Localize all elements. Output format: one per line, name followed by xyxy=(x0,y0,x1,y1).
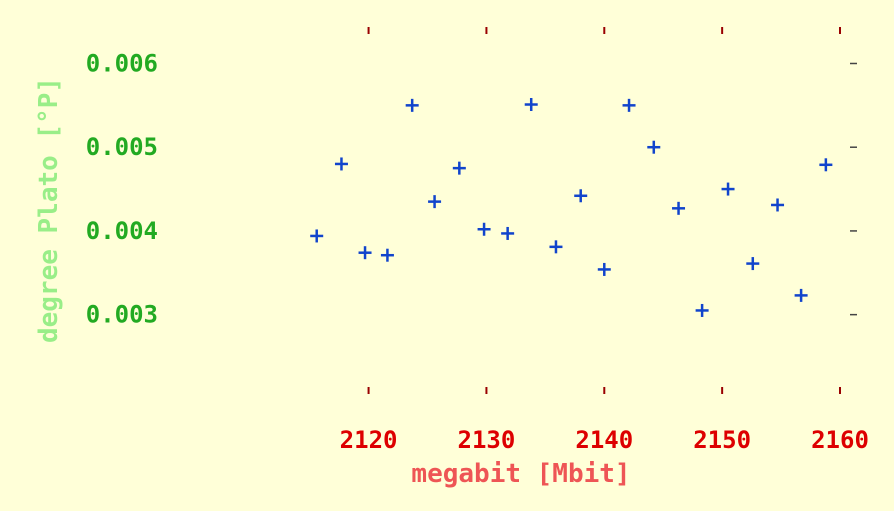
data-point xyxy=(405,98,419,112)
x-tick-label: 2120 xyxy=(340,426,398,454)
x-tick-label: 2150 xyxy=(693,426,751,454)
data-point xyxy=(428,195,442,209)
data-point xyxy=(524,98,538,112)
y-axis-title: degree Plato [°P] xyxy=(34,77,64,343)
data-points xyxy=(310,98,833,317)
x-ticks-top xyxy=(367,27,841,34)
x-axis-title: megabit [Mbit] xyxy=(411,459,630,489)
data-point xyxy=(695,303,709,317)
y-tick-label: 0.006 xyxy=(86,49,158,77)
data-point xyxy=(574,189,588,203)
y-ticks-right xyxy=(850,62,857,316)
data-point xyxy=(477,222,491,236)
data-point xyxy=(597,262,611,276)
y-tick-label: 0.004 xyxy=(86,217,158,245)
data-point xyxy=(501,226,515,240)
y-tick-label: 0.005 xyxy=(86,133,158,161)
y-tick-label: 0.003 xyxy=(86,301,158,329)
y-tick-labels: 0.003 0.004 0.005 0.006 xyxy=(86,49,158,328)
data-point xyxy=(794,288,808,302)
data-point xyxy=(452,161,466,175)
data-point xyxy=(358,246,372,260)
data-point xyxy=(380,248,394,262)
x-tick-label: 2130 xyxy=(458,426,516,454)
x-tick-label: 2140 xyxy=(575,426,633,454)
data-point xyxy=(819,158,833,172)
x-tick-labels: 2120 2130 2140 2150 2160 xyxy=(340,426,869,454)
data-point xyxy=(549,240,563,254)
x-tick-label: 2160 xyxy=(811,426,869,454)
data-point xyxy=(672,201,686,215)
x-ticks-bottom xyxy=(367,387,841,394)
data-point xyxy=(622,98,636,112)
data-point xyxy=(310,229,324,243)
data-point xyxy=(746,257,760,271)
data-point xyxy=(647,140,661,154)
data-point xyxy=(771,198,785,212)
data-point xyxy=(334,157,348,171)
data-point xyxy=(721,182,735,196)
